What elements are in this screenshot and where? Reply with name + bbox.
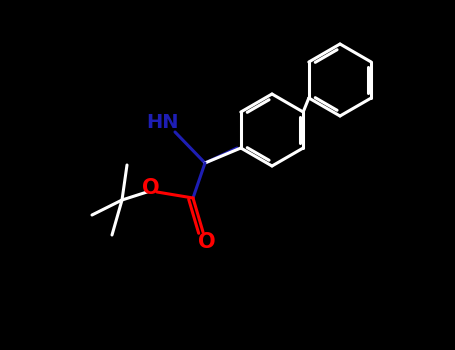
Text: HN: HN bbox=[146, 112, 178, 132]
Text: O: O bbox=[142, 178, 160, 198]
Text: O: O bbox=[198, 232, 216, 252]
